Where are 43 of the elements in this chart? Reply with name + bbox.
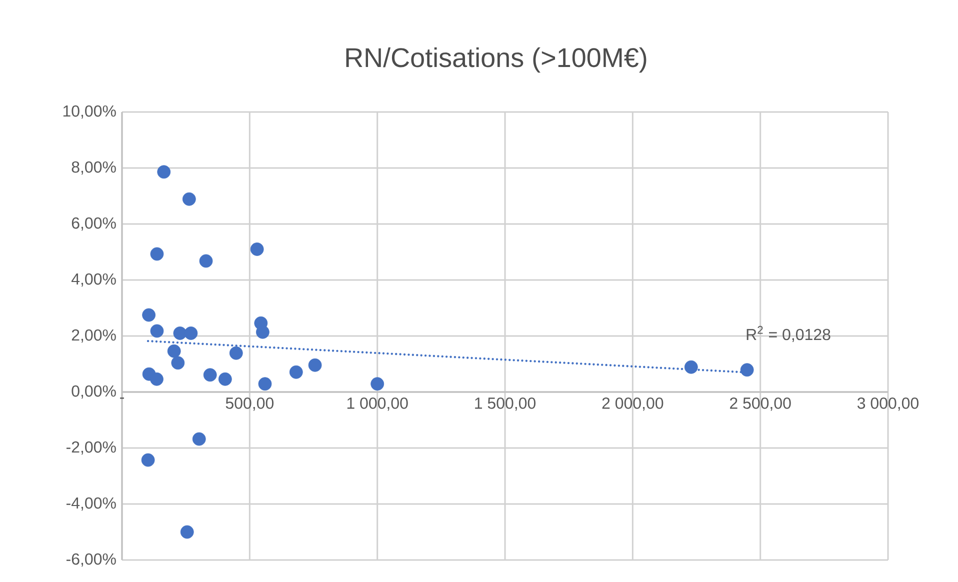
- point: [192, 432, 206, 446]
- point: [171, 356, 185, 370]
- point: [182, 192, 196, 206]
- y-tick-label: 6,00%: [72, 217, 116, 231]
- point: [740, 363, 754, 377]
- x-tick-label: 500,00: [226, 398, 274, 411]
- x-tick-label: 3 000,00: [857, 398, 919, 411]
- point: [218, 372, 232, 386]
- point: [256, 325, 270, 339]
- point: [199, 254, 213, 268]
- chart-title: RN/Cotisations (>100M€): [346, 47, 646, 73]
- y-tick-label: 2,00%: [72, 329, 116, 343]
- point: [308, 358, 322, 372]
- y-tick-label: 10,00%: [63, 105, 116, 119]
- y-tick-label: -4,00%: [66, 497, 116, 511]
- point: [150, 372, 164, 386]
- point: [289, 365, 303, 379]
- x-tick-label: 1 000,00: [347, 398, 408, 411]
- y-tick-label: -6,00%: [66, 553, 116, 567]
- point: [180, 525, 194, 539]
- point: [370, 377, 384, 391]
- y-tick-label: -2,00%: [66, 441, 116, 455]
- point: [142, 308, 156, 322]
- point: [141, 453, 155, 467]
- point: [157, 165, 171, 179]
- point: [684, 360, 698, 374]
- x-tick-label: -: [120, 398, 124, 399]
- annotation: R$^{2}$ = 0,0128: [746, 326, 830, 342]
- point: [167, 344, 181, 358]
- point: [173, 326, 187, 340]
- point: [203, 368, 217, 382]
- point: [258, 377, 272, 391]
- y-tick-label: 4,00%: [71, 273, 116, 287]
- y-tick-label: 0,00%: [72, 385, 116, 399]
- point: [250, 242, 264, 256]
- x-tick-label: 2 000,00: [602, 398, 664, 411]
- point: [229, 346, 243, 360]
- point: [184, 326, 198, 340]
- point: [150, 247, 164, 261]
- y-tick-label: 8,00%: [72, 161, 116, 175]
- x-tick-label: 1 500,00: [475, 398, 536, 411]
- point: [150, 324, 164, 338]
- x-tick-label: 2 500,00: [730, 398, 791, 411]
